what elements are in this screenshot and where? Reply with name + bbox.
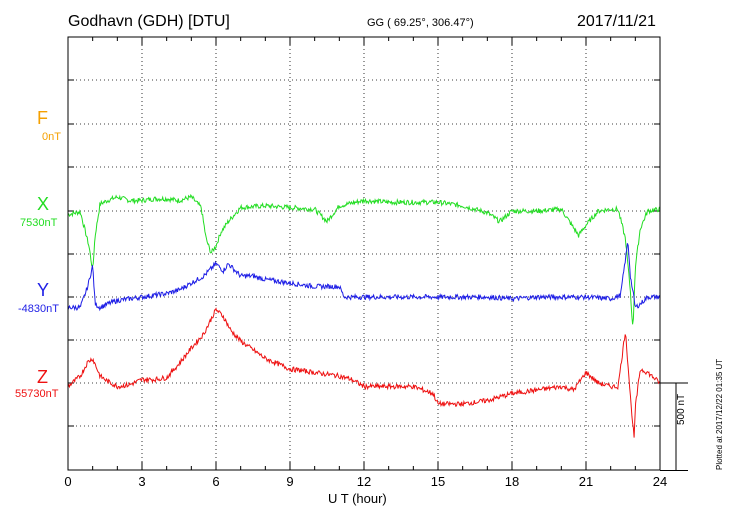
x-tick-label: 18 [504, 474, 520, 489]
x-axis-label: U T (hour) [328, 491, 387, 506]
x-tick-label: 12 [356, 474, 372, 489]
station-title: Godhavn (GDH) [DTU] [68, 13, 230, 30]
x-tick-label: 21 [578, 474, 594, 489]
series-name-x: X [37, 194, 50, 214]
series-baseline-f: 0nT [42, 131, 61, 143]
x-tick-label: 15 [430, 474, 446, 489]
series-baseline-z: 55730nT [15, 388, 59, 400]
series-name-f: F [37, 108, 48, 128]
chart-date: 2017/11/21 [577, 13, 656, 30]
scale-bar [660, 382, 688, 471]
station-coords: GG ( 69.25°, 306.47°) [367, 17, 474, 29]
plot-frame [67, 36, 661, 471]
series-traces [67, 193, 661, 438]
series-baseline-x: 7530nT [20, 217, 58, 229]
series-line-z [67, 307, 661, 438]
series-name-z: Z [37, 367, 48, 387]
scale-bar-label: 500 nT [676, 393, 687, 425]
grid-lines [68, 37, 660, 470]
x-tick-label: 24 [652, 474, 668, 489]
x-tick-label: 9 [286, 474, 294, 489]
x-tick-label: 6 [212, 474, 220, 489]
x-tick-label: 0 [64, 474, 72, 489]
series-line-x [67, 193, 661, 325]
series-line-y [67, 243, 661, 312]
series-name-y: Y [37, 280, 50, 300]
series-baseline-y: -4830nT [18, 303, 59, 315]
plotted-timestamp: Plotted at 2017/12/22 01:35 UT [715, 358, 724, 470]
x-tick-label: 3 [138, 474, 146, 489]
